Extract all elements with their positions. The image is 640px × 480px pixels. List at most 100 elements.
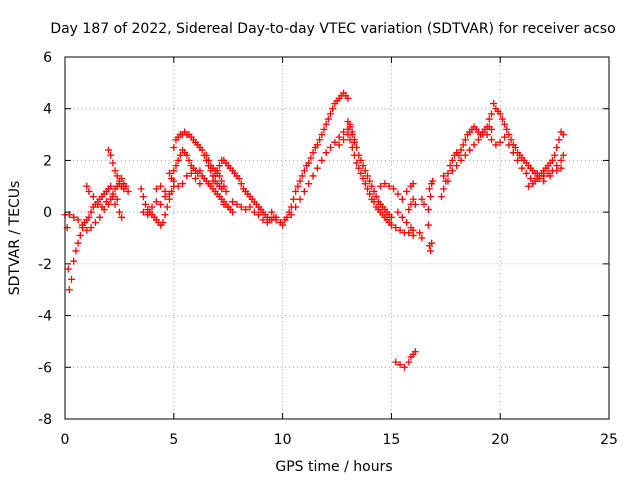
- data-point: [213, 167, 221, 175]
- data-point: [74, 239, 82, 247]
- data-point: [348, 128, 356, 136]
- data-point: [418, 195, 426, 203]
- data-point: [174, 156, 182, 164]
- data-point: [557, 164, 565, 172]
- data-point: [85, 213, 93, 221]
- data-point: [322, 120, 330, 128]
- data-point: [501, 133, 509, 141]
- data-point: [400, 363, 408, 371]
- data-point: [529, 180, 537, 188]
- data-point: [316, 136, 324, 144]
- data-point: [440, 185, 448, 193]
- data-point: [107, 151, 115, 159]
- data-point: [300, 167, 308, 175]
- data-point: [359, 175, 367, 183]
- x-tick-label: 5: [169, 432, 178, 448]
- data-point: [448, 167, 456, 175]
- data-point: [229, 208, 237, 216]
- data-point: [474, 136, 482, 144]
- data-point: [78, 221, 86, 229]
- data-point: [294, 182, 302, 190]
- data-point: [246, 203, 254, 211]
- data-point: [461, 151, 469, 159]
- data-point: [466, 146, 474, 154]
- data-point: [91, 218, 99, 226]
- data-point: [437, 193, 445, 201]
- data-point: [496, 110, 504, 118]
- data-point: [107, 195, 115, 203]
- y-tick-label: -2: [38, 257, 52, 273]
- data-point: [553, 144, 561, 151]
- data-point: [503, 125, 511, 133]
- data-point: [211, 172, 219, 180]
- data-point: [363, 185, 371, 193]
- data-point: [165, 190, 173, 198]
- data-point: [137, 185, 145, 193]
- data-point: [355, 164, 363, 172]
- data-point: [418, 234, 426, 242]
- data-point: [68, 275, 76, 283]
- data-point: [394, 208, 402, 216]
- data-point: [368, 182, 376, 190]
- data-point: [455, 151, 463, 159]
- data-point: [553, 167, 561, 175]
- data-point: [318, 156, 326, 164]
- data-point: [340, 128, 348, 136]
- data-point: [548, 156, 556, 164]
- data-point: [287, 211, 295, 219]
- data-point: [268, 208, 276, 216]
- y-tick-labels: -8 -6 -4 -2 0 2 4 6: [38, 50, 52, 428]
- data-point: [109, 190, 117, 198]
- data-point: [340, 136, 348, 144]
- data-point: [192, 175, 200, 183]
- data-point: [165, 169, 173, 177]
- data-point: [411, 200, 419, 208]
- data-point: [409, 195, 417, 203]
- data-point: [392, 358, 400, 366]
- data-point: [209, 177, 217, 185]
- data-point: [457, 156, 465, 164]
- data-point: [335, 141, 343, 149]
- data-point: [355, 151, 363, 159]
- data-point: [222, 187, 230, 195]
- data-point: [390, 185, 398, 193]
- data-point: [381, 180, 389, 188]
- data-point: [509, 149, 517, 157]
- data-point: [215, 162, 223, 170]
- data-point: [300, 187, 308, 195]
- data-point: [292, 203, 300, 211]
- data-point: [425, 185, 433, 193]
- data-point: [218, 177, 226, 185]
- data-point: [429, 177, 437, 185]
- data-point: [105, 146, 113, 154]
- data-point: [353, 159, 361, 167]
- data-point: [533, 175, 541, 183]
- data-point: [387, 221, 395, 229]
- data-point: [76, 231, 84, 239]
- data-point: [361, 167, 369, 175]
- data-point: [111, 167, 119, 175]
- data-point: [546, 172, 554, 180]
- data-point: [152, 185, 160, 193]
- data-point: [396, 226, 404, 234]
- data-point: [507, 136, 515, 144]
- data-point: [196, 167, 204, 175]
- data-point: [485, 115, 493, 123]
- data-point: [329, 105, 337, 113]
- data-point: [453, 162, 461, 170]
- data-point: [522, 169, 530, 177]
- data-point: [229, 198, 237, 206]
- grid-lines: [65, 57, 609, 419]
- data-point: [540, 177, 548, 185]
- data-point: [202, 151, 210, 159]
- data-point: [344, 94, 352, 102]
- data-point: [555, 136, 563, 144]
- data-point: [366, 190, 374, 198]
- data-point: [424, 206, 432, 214]
- data-point: [357, 156, 365, 164]
- data-point: [359, 162, 367, 170]
- data-point: [398, 195, 406, 203]
- data-point: [198, 146, 206, 154]
- data-point: [524, 182, 532, 190]
- x-axis-label: GPS time / hours: [275, 459, 392, 475]
